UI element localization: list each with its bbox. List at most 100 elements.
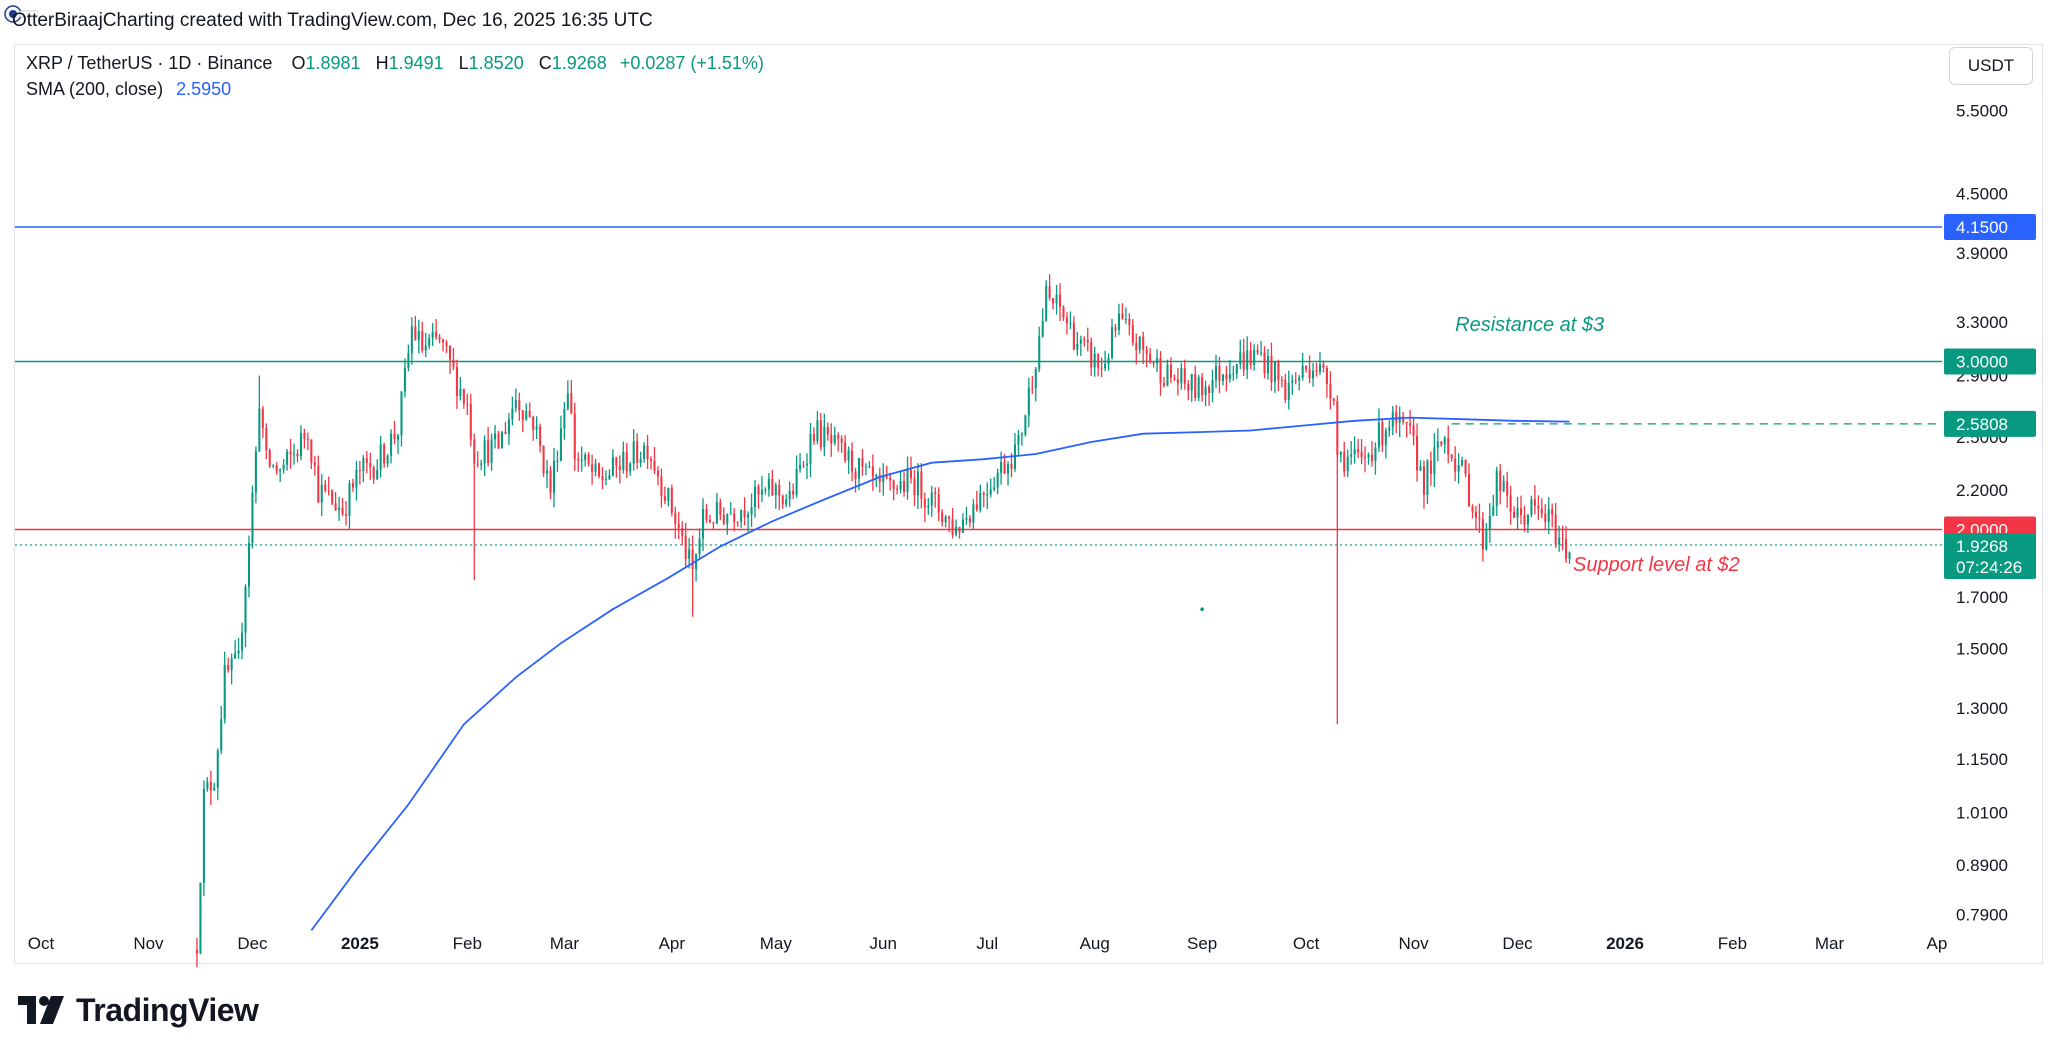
candle-body[interactable] bbox=[719, 502, 722, 515]
candle-body[interactable] bbox=[306, 439, 309, 441]
candle-body[interactable] bbox=[1097, 353, 1100, 368]
candle-body[interactable] bbox=[1312, 370, 1315, 379]
candle-body[interactable] bbox=[1246, 350, 1249, 370]
candle-body[interactable] bbox=[1533, 499, 1536, 506]
candle-body[interactable] bbox=[1197, 377, 1200, 398]
candle-body[interactable] bbox=[788, 490, 791, 500]
sma-200-line[interactable] bbox=[310, 416, 1570, 931]
candle-body[interactable] bbox=[1149, 353, 1152, 363]
candle-body[interactable] bbox=[351, 483, 354, 488]
candle-body[interactable] bbox=[795, 469, 798, 495]
candle-body[interactable] bbox=[542, 445, 545, 474]
currency-selector[interactable]: USDT bbox=[1949, 47, 2033, 85]
candle-body[interactable] bbox=[1260, 352, 1263, 354]
candle-body[interactable] bbox=[559, 428, 562, 461]
candle-body[interactable] bbox=[591, 464, 594, 472]
candle-body[interactable] bbox=[452, 359, 455, 367]
candle-body[interactable] bbox=[975, 504, 978, 510]
candle-body[interactable] bbox=[379, 444, 382, 470]
candle-body[interactable] bbox=[372, 467, 375, 480]
candle-body[interactable] bbox=[1104, 364, 1107, 369]
candle-body[interactable] bbox=[792, 490, 795, 495]
sma-label[interactable]: SMA (200, close) bbox=[26, 79, 164, 99]
candle-body[interactable] bbox=[1405, 421, 1408, 424]
candle-body[interactable] bbox=[823, 426, 826, 448]
candle-body[interactable] bbox=[1190, 373, 1193, 391]
candle-body[interactable] bbox=[778, 484, 781, 496]
candle-body[interactable] bbox=[996, 472, 999, 488]
candle-body[interactable] bbox=[528, 410, 531, 418]
candle-body[interactable] bbox=[448, 346, 452, 360]
candle-body[interactable] bbox=[1360, 452, 1363, 458]
candle-body[interactable] bbox=[896, 488, 899, 490]
candle-body[interactable] bbox=[972, 504, 975, 523]
candle-body[interactable] bbox=[1461, 460, 1464, 466]
candle-body[interactable] bbox=[1055, 294, 1058, 304]
candle-body[interactable] bbox=[442, 339, 445, 343]
candle-body[interactable] bbox=[1280, 379, 1283, 381]
candle-body[interactable] bbox=[1031, 387, 1034, 389]
candle-body[interactable] bbox=[462, 389, 465, 404]
candle-body[interactable] bbox=[1426, 460, 1429, 495]
candle-body[interactable] bbox=[1228, 374, 1231, 379]
candle-body[interactable] bbox=[677, 524, 680, 529]
candle-body[interactable] bbox=[1083, 339, 1086, 341]
candle-body[interactable] bbox=[237, 650, 240, 654]
candle-body[interactable] bbox=[1107, 357, 1110, 365]
candle-body[interactable] bbox=[736, 521, 739, 523]
candle-body[interactable] bbox=[1062, 307, 1065, 318]
candle-body[interactable] bbox=[1187, 383, 1190, 391]
candle-body[interactable] bbox=[355, 469, 358, 488]
candle-body[interactable] bbox=[570, 393, 573, 414]
candle-body[interactable] bbox=[1523, 515, 1526, 525]
candle-body[interactable] bbox=[445, 342, 448, 347]
candle-body[interactable] bbox=[511, 408, 514, 420]
candle-body[interactable] bbox=[674, 512, 677, 525]
candle-body[interactable] bbox=[1045, 286, 1048, 321]
candle-body[interactable] bbox=[1162, 383, 1166, 386]
candle-body[interactable] bbox=[202, 788, 205, 883]
candle-body[interactable] bbox=[1481, 519, 1484, 550]
candle-body[interactable] bbox=[1554, 514, 1557, 545]
candle-body[interactable] bbox=[1339, 451, 1342, 456]
ohlc-legend[interactable]: XRP / TetherUS · 1D · Binance O1.8981 H1… bbox=[26, 53, 764, 74]
candle-body[interactable] bbox=[1256, 349, 1259, 353]
candle-body[interactable] bbox=[254, 451, 257, 493]
candle-body[interactable] bbox=[1166, 364, 1169, 386]
candle-body[interactable] bbox=[840, 438, 843, 443]
candle-body[interactable] bbox=[698, 538, 701, 555]
candle-body[interactable] bbox=[431, 331, 434, 339]
candle-body[interactable] bbox=[1502, 480, 1505, 492]
candle-body[interactable] bbox=[261, 408, 264, 429]
candle-body[interactable] bbox=[428, 338, 431, 346]
candle-body[interactable] bbox=[740, 510, 743, 522]
candle-body[interactable] bbox=[889, 477, 892, 481]
candle-body[interactable] bbox=[584, 454, 587, 460]
candle-body[interactable] bbox=[1530, 499, 1533, 515]
candle-body[interactable] bbox=[216, 750, 219, 788]
candle-body[interactable] bbox=[480, 463, 483, 465]
candle-body[interactable] bbox=[1492, 506, 1495, 516]
candle-body[interactable] bbox=[906, 470, 909, 492]
candle-body[interactable] bbox=[1065, 317, 1069, 324]
candle-body[interactable] bbox=[993, 487, 996, 490]
candle-body[interactable] bbox=[1388, 427, 1391, 431]
candle-body[interactable] bbox=[289, 451, 292, 455]
candle-body[interactable] bbox=[1471, 506, 1474, 512]
candle-body[interactable] bbox=[930, 492, 933, 506]
candle-body[interactable] bbox=[708, 519, 711, 523]
candle-body[interactable] bbox=[1478, 517, 1481, 520]
candle-body[interactable] bbox=[1398, 416, 1401, 423]
candle-body[interactable] bbox=[916, 471, 919, 496]
candle-body[interactable] bbox=[1183, 368, 1186, 384]
candle-body[interactable] bbox=[1235, 364, 1238, 374]
candle-body[interactable] bbox=[611, 457, 614, 476]
candle-body[interactable] bbox=[1287, 383, 1290, 400]
candle-body[interactable] bbox=[469, 404, 472, 440]
candle-body[interactable] bbox=[580, 459, 583, 461]
candle-body[interactable] bbox=[837, 434, 840, 439]
candle-body[interactable] bbox=[712, 522, 715, 524]
candle-body[interactable] bbox=[1384, 430, 1387, 446]
candle-body[interactable] bbox=[1135, 343, 1138, 351]
candle-body[interactable] bbox=[1000, 461, 1003, 473]
